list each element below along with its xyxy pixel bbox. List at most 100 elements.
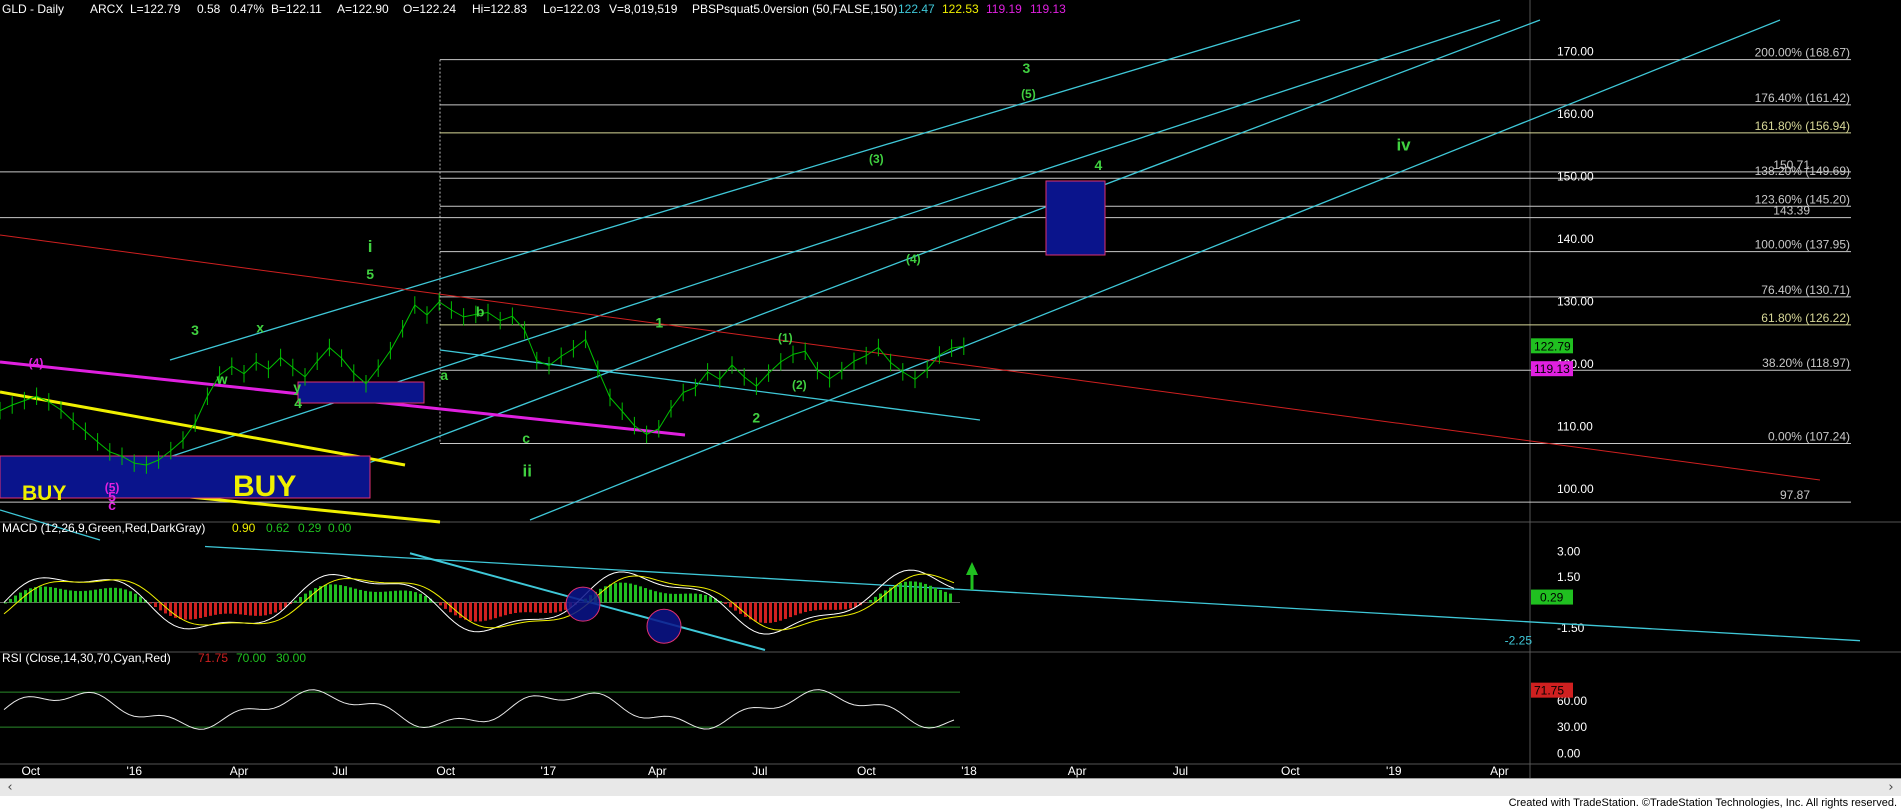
price-segment xyxy=(841,360,855,372)
price-segment xyxy=(109,451,123,457)
macd-histogram-bar xyxy=(109,587,112,603)
price-segment xyxy=(914,368,928,380)
price-segment xyxy=(426,301,440,316)
macd-histogram-bar xyxy=(409,591,412,603)
macd-histogram-bar xyxy=(64,589,67,603)
scroll-right-icon[interactable]: › xyxy=(1888,780,1894,795)
macd-histogram-bar xyxy=(434,601,437,603)
macd-histogram-bar xyxy=(774,602,777,623)
price-segment xyxy=(389,328,404,351)
header-ask: A=122.90 xyxy=(337,2,389,16)
date-tick-label: Apr xyxy=(230,764,249,778)
macd-histogram-bar xyxy=(804,602,807,613)
macd-title: MACD (12,26,9,Green,Red,DarkGray) xyxy=(2,521,205,535)
macd-histogram-bar xyxy=(779,602,782,621)
price-segment xyxy=(170,439,184,452)
macd-value-2: 0.62 xyxy=(266,521,290,535)
wave-label: 2 xyxy=(752,410,760,426)
macd-histogram-bar xyxy=(854,602,857,608)
macd-histogram-bar xyxy=(329,584,332,603)
macd-histogram-bar xyxy=(384,591,387,603)
wave-label: y xyxy=(293,379,301,395)
red-trend-line xyxy=(0,234,1821,481)
date-tick-label: Jul xyxy=(332,764,347,778)
price-segment xyxy=(804,350,818,371)
price-tick-label: 170.00 xyxy=(1557,44,1594,58)
price-tick-label: 100.00 xyxy=(1557,482,1594,496)
price-segment xyxy=(231,365,245,375)
macd-histogram-bar xyxy=(264,602,267,616)
wave-label: (5) xyxy=(1021,87,1036,101)
price-segment xyxy=(146,459,159,466)
buy-label-left: BUY xyxy=(22,482,66,505)
header-open: O=122.24 xyxy=(403,2,456,16)
price-segment xyxy=(182,422,196,441)
price-tick-label: 140.00 xyxy=(1557,232,1594,246)
macd-histogram-bar xyxy=(29,588,32,603)
macd-histogram-bar xyxy=(629,583,632,603)
price-segment xyxy=(926,354,940,370)
macd-histogram-bar xyxy=(119,588,122,603)
macd-histogram-bar xyxy=(869,599,872,603)
price-segment xyxy=(414,304,428,316)
macd-value-3: 0.29 xyxy=(298,521,322,535)
macd-histogram-bar xyxy=(79,591,82,603)
macd-histogram-bar xyxy=(429,598,432,603)
header-change: 0.58 xyxy=(197,2,221,16)
price-segment xyxy=(707,371,721,380)
macd-histogram-bar xyxy=(929,585,932,603)
price-segment xyxy=(24,395,37,402)
macd-histogram-bar xyxy=(769,602,772,623)
macd-histogram-bar xyxy=(399,590,402,603)
macd-histogram-bar xyxy=(389,591,392,603)
macd-histogram-bar xyxy=(934,587,937,603)
macd-histogram-bar xyxy=(699,594,702,603)
wave-4-target-box xyxy=(1045,180,1106,256)
macd-histogram-bar xyxy=(359,589,362,603)
macd-histogram-bar xyxy=(179,602,182,620)
macd-histogram-bar xyxy=(44,586,47,603)
wave-label: (4) xyxy=(29,356,44,370)
macd-histogram-bar xyxy=(189,602,192,620)
horizontal-scrollbar[interactable]: ‹ › xyxy=(0,778,1901,796)
macd-histogram-bar xyxy=(489,602,492,620)
price-segment xyxy=(451,309,464,318)
macd-histogram-bar xyxy=(49,587,52,603)
macd-histogram-bar xyxy=(784,602,787,619)
price-tag-label: 122.79 xyxy=(1534,339,1571,353)
date-axis: Oct '16 Apr Jul Oct '17 Apr Jul Oct '18 Apr Jul Oct '… xyxy=(21,764,1508,778)
fib-label: 161.80% (156.94) xyxy=(1755,119,1850,133)
macd-histogram-bar xyxy=(229,602,232,614)
price-segment xyxy=(85,430,98,443)
date-tick-label: '17 xyxy=(541,764,557,778)
fib-label: 61.80% (126.22) xyxy=(1761,311,1850,325)
rsi-value-1: 71.75 xyxy=(198,651,228,665)
header-exchange: ARCX xyxy=(90,2,123,16)
macd-histogram-bar xyxy=(349,587,352,603)
price-segment xyxy=(194,396,208,424)
macd-histogram-bar xyxy=(534,602,537,613)
footer: Created with TradeStation. ©TradeStation… xyxy=(0,796,1901,812)
date-tick-label: Oct xyxy=(436,764,455,778)
macd-histogram-bar xyxy=(554,602,557,613)
macd-histogram-bar xyxy=(149,602,152,604)
scroll-left-icon[interactable]: ‹ xyxy=(7,780,13,795)
macd-histogram-bar xyxy=(139,596,142,603)
macd-histogram-bar xyxy=(169,602,172,616)
fib-label: 0.00% (107.24) xyxy=(1768,430,1850,444)
wave-label: (5) xyxy=(105,480,120,494)
date-tick-label: Jul xyxy=(1173,764,1188,778)
price-segment xyxy=(365,367,379,385)
price-segment xyxy=(36,395,50,403)
wave-label: (1) xyxy=(778,331,793,345)
rsi-line xyxy=(3,689,955,730)
macd-histogram-bar xyxy=(334,584,337,603)
macd-histogram-bar xyxy=(59,588,62,603)
macd-histogram-bar xyxy=(154,602,157,608)
fib-label: 200.00% (168.67) xyxy=(1755,46,1850,60)
macd-histogram-bar xyxy=(364,590,367,603)
macd-histogram-bar xyxy=(134,593,137,603)
macd-histogram-bar xyxy=(414,592,417,603)
macd-histogram-bar xyxy=(724,602,727,604)
macd-histogram-bar xyxy=(654,591,657,603)
